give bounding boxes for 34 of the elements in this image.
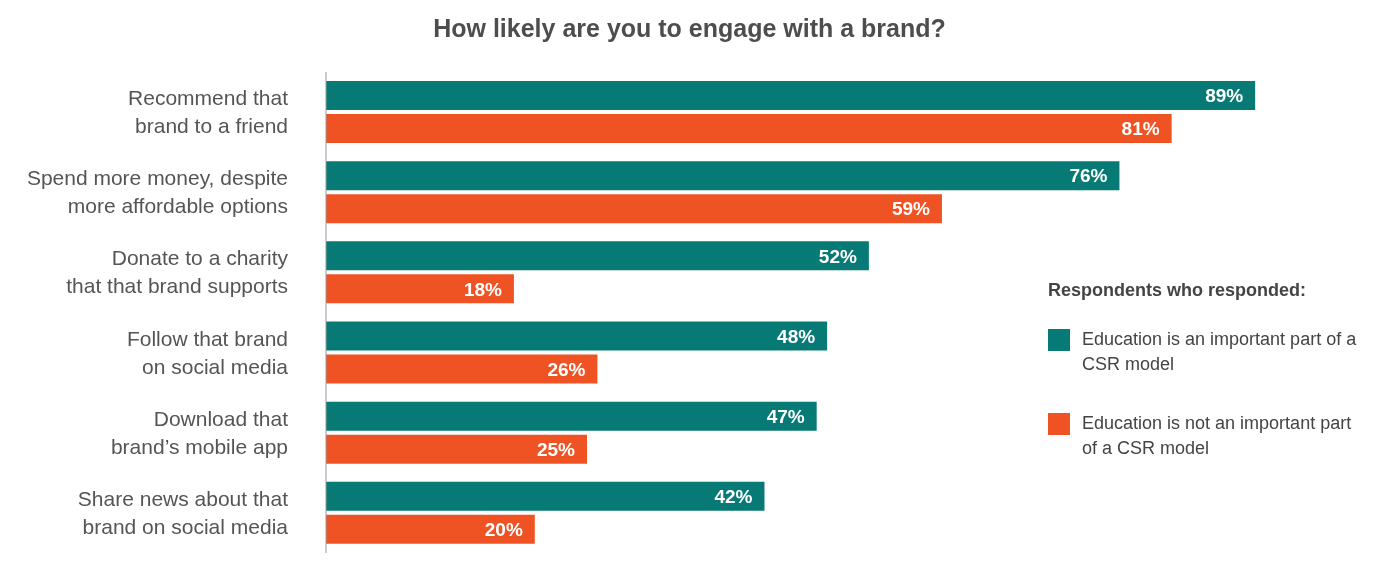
bar <box>326 354 598 384</box>
data-label: 47% <box>766 405 805 427</box>
legend-title: Respondents who responded: <box>1048 280 1307 301</box>
data-label: 52% <box>818 245 857 267</box>
chart-title: How likely are you to engage with a brand? <box>432 14 947 43</box>
bar <box>326 161 1120 191</box>
data-label: 48% <box>777 325 816 347</box>
y-tick-label: Spend more money, despite more affordable options <box>26 166 288 218</box>
bar <box>326 274 514 304</box>
bar <box>326 81 1256 110</box>
bar <box>326 321 828 351</box>
y-tick-label: Share news about that brand on social media <box>77 486 289 538</box>
bar <box>326 194 942 224</box>
y-tick-label: Donate to a charity that that brand supports <box>66 246 289 298</box>
y-tick-label: Download that brand’s mobile app <box>110 406 289 458</box>
bar <box>326 434 587 464</box>
legend-label: Education is an important part of a CSR model <box>1082 328 1358 376</box>
data-label: 25% <box>536 438 576 460</box>
bar <box>326 114 1172 143</box>
legend-label: Education is not an important part of a CSR model <box>1082 412 1353 460</box>
data-label: 42% <box>714 486 753 508</box>
y-tick-label: Recommend that brand to a friend <box>128 86 289 138</box>
data-label: 18% <box>463 278 503 300</box>
data-label: 89% <box>1205 85 1244 107</box>
bar <box>326 401 817 431</box>
data-label: 81% <box>1121 118 1160 140</box>
data-label: 76% <box>1069 165 1108 187</box>
y-tick-label: Follow that brand on social media <box>126 326 289 378</box>
data-label: 59% <box>891 198 931 220</box>
bar <box>326 514 535 544</box>
bar <box>326 241 869 271</box>
data-label: 26% <box>547 358 586 380</box>
bar <box>326 481 765 511</box>
data-label: 20% <box>484 519 523 541</box>
